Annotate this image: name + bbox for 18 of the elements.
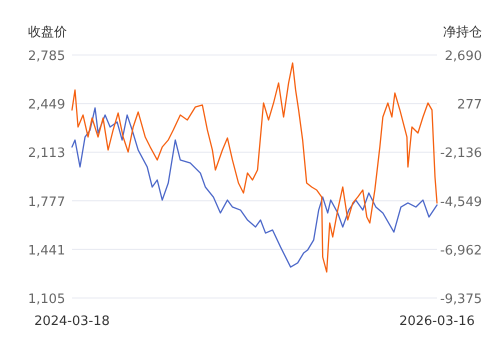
x-tick-label: 2026-03-16: [399, 314, 475, 329]
y2-tick-label: 277: [457, 98, 482, 113]
y-tick-label: 1,105: [28, 292, 66, 307]
y2-tick-label: -6,962: [440, 243, 482, 258]
y2-tick-label: -2,136: [440, 146, 482, 162]
y2-tick-label: -9,375: [440, 292, 482, 307]
y-tick-label: 1,777: [28, 194, 66, 210]
line-series: [71, 62, 438, 273]
y-tick-label: 1,441: [28, 243, 66, 258]
y2-axis-title: 净持仓: [443, 25, 482, 40]
y-tick-label: 2,449: [28, 98, 66, 113]
y-tick-label: 2,113: [28, 146, 66, 162]
y-axis-title: 收盘价: [28, 25, 67, 40]
y2-tick-label: -4,549: [440, 194, 482, 210]
y-tick-label: 2,785: [28, 49, 66, 64]
line-series: [71, 107, 438, 268]
x-tick-label: 2024-03-18: [34, 314, 110, 329]
y2-tick-label: 2,690: [444, 49, 482, 64]
